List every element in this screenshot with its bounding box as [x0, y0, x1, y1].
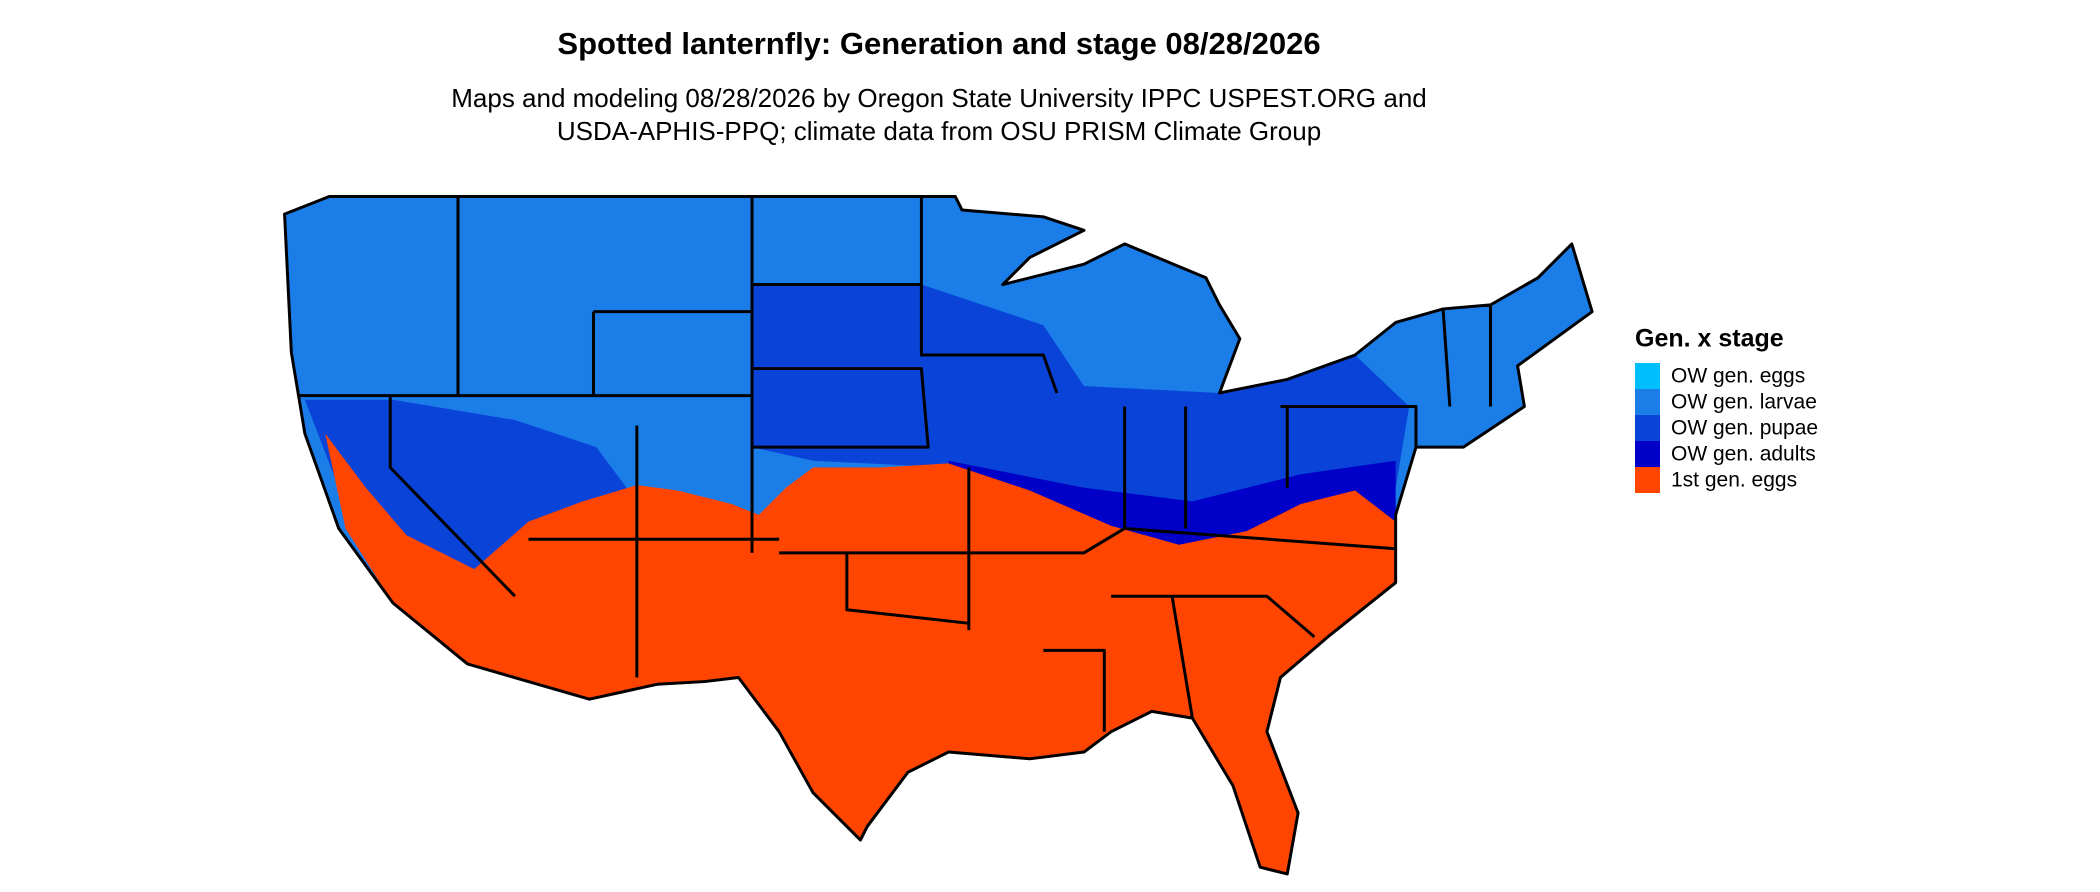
subtitle: Maps and modeling 08/28/2026 by Oregon S… [451, 83, 1427, 113]
legend-swatch [1635, 415, 1660, 441]
us-map [283, 194, 1594, 876]
legend-label: OW gen. eggs [1671, 365, 1805, 388]
legend-label: OW gen. adults [1671, 443, 1816, 466]
legend-title: Gen. x stage [1635, 325, 1784, 353]
legend: OW gen. eggs OW gen. larvae OW gen. pupae O… [1635, 363, 1818, 493]
legend-label: OW gen. larvae [1671, 391, 1817, 414]
eggs-zone [325, 433, 1396, 874]
legend-swatch [1635, 467, 1660, 493]
pupae-zone [752, 284, 1410, 536]
legend-swatch [1635, 389, 1660, 415]
title: Spotted lanternfly: Generation and stage… [557, 26, 1320, 61]
legend-label: 1st gen. eggs [1671, 469, 1797, 492]
legend-swatch [1635, 363, 1660, 389]
legend-label: OW gen. pupae [1671, 417, 1818, 440]
legend-swatch [1635, 441, 1660, 467]
state-borders [283, 194, 1594, 876]
subtitle: USDA-APHIS-PPQ; climate data from OSU PR… [557, 116, 1321, 146]
